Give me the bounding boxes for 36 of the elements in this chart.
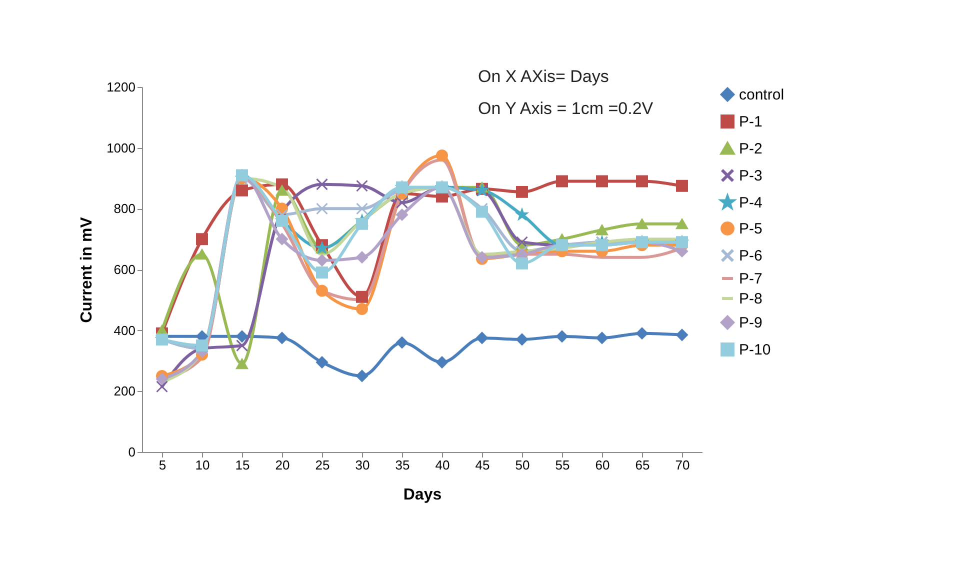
y-tick-label: 1200: [106, 80, 136, 94]
y-tick-label: 800: [114, 201, 136, 216]
y-tick-label: 200: [114, 384, 136, 399]
legend-label: P-6: [739, 248, 762, 264]
x-tick-label: 60: [595, 458, 610, 472]
y-tick-label: 400: [114, 322, 136, 338]
x-tick-label: 45: [475, 458, 490, 472]
legend-label: P-5: [739, 220, 762, 238]
y-tick-label: 600: [114, 262, 136, 277]
x-tick-label: 35: [395, 458, 410, 472]
x-tick-label: 20: [275, 458, 290, 472]
x-tick-label: 30: [355, 458, 370, 472]
legend-label: P-9: [739, 314, 762, 332]
legend-label: P-4: [739, 194, 762, 212]
y-axis-title: Current in mV: [78, 216, 96, 323]
legend-label: P-8: [739, 290, 762, 308]
x-tick-label: 55: [555, 458, 570, 472]
y-tick-label: 0: [128, 444, 136, 460]
legend-label: P-3: [739, 168, 762, 184]
text: On X AXis= Days: [478, 67, 609, 86]
x-axis-title: Days: [403, 486, 442, 504]
y-tick-label: 1000: [106, 140, 136, 156]
x-tick-label: 15: [235, 458, 250, 472]
x-tick-label: 25: [315, 458, 330, 472]
legend-label: P-7: [739, 270, 762, 288]
legend-label: P-2: [739, 140, 762, 158]
annotation: On Y Axis = 1cm =0.2V: [478, 99, 654, 118]
x-tick-label: 10: [195, 458, 210, 472]
legend-label: P-10: [739, 342, 771, 358]
legend-label: P-1: [739, 114, 762, 130]
x-tick-label: 5: [158, 458, 166, 472]
x-tick-label: 70: [675, 458, 690, 472]
x-tick-label: 65: [635, 458, 650, 472]
x-tick-label: 40: [435, 458, 450, 472]
legend-label: control: [739, 86, 784, 104]
x-tick-label: 50: [515, 458, 530, 472]
